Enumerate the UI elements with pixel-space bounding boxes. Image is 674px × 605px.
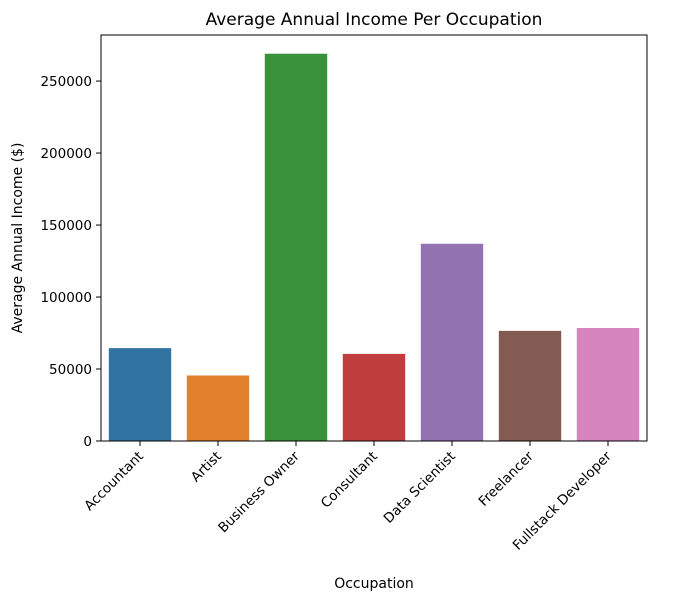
bars-layer xyxy=(108,53,640,442)
y-tick-label: 150000 xyxy=(40,218,92,234)
plot-frame xyxy=(100,34,648,442)
bar-fullstack-developer xyxy=(576,327,640,441)
x-tick-label: Data Scientist xyxy=(381,449,459,527)
y-axis-label: Average Annual Income ($) xyxy=(10,143,26,334)
y-axis: 0 50000 100000 150000 200000 250000 xyxy=(40,74,101,450)
bar-data-scientist xyxy=(420,243,484,441)
y-tick-label: 250000 xyxy=(40,74,92,90)
x-axis-label: Occupation xyxy=(334,576,414,592)
bar-accountant xyxy=(108,348,172,441)
x-tick-label: Accountant xyxy=(81,449,147,515)
y-tick-label: 100000 xyxy=(40,290,92,306)
x-tick-label: Freelancer xyxy=(476,448,537,509)
y-tick-label: 0 xyxy=(83,434,92,450)
bar-freelancer xyxy=(498,330,562,441)
bar-artist xyxy=(186,375,250,441)
chart-title: Average Annual Income Per Occupation xyxy=(206,10,543,30)
x-tick-label: Artist xyxy=(188,449,225,486)
x-tick-label: Consultant xyxy=(318,449,381,512)
y-tick-label: 200000 xyxy=(40,146,92,162)
y-tick-label: 50000 xyxy=(49,362,92,378)
bar-consultant xyxy=(342,353,406,441)
bar-business-owner xyxy=(264,53,328,442)
x-tick-label: Business Owner xyxy=(215,448,303,536)
